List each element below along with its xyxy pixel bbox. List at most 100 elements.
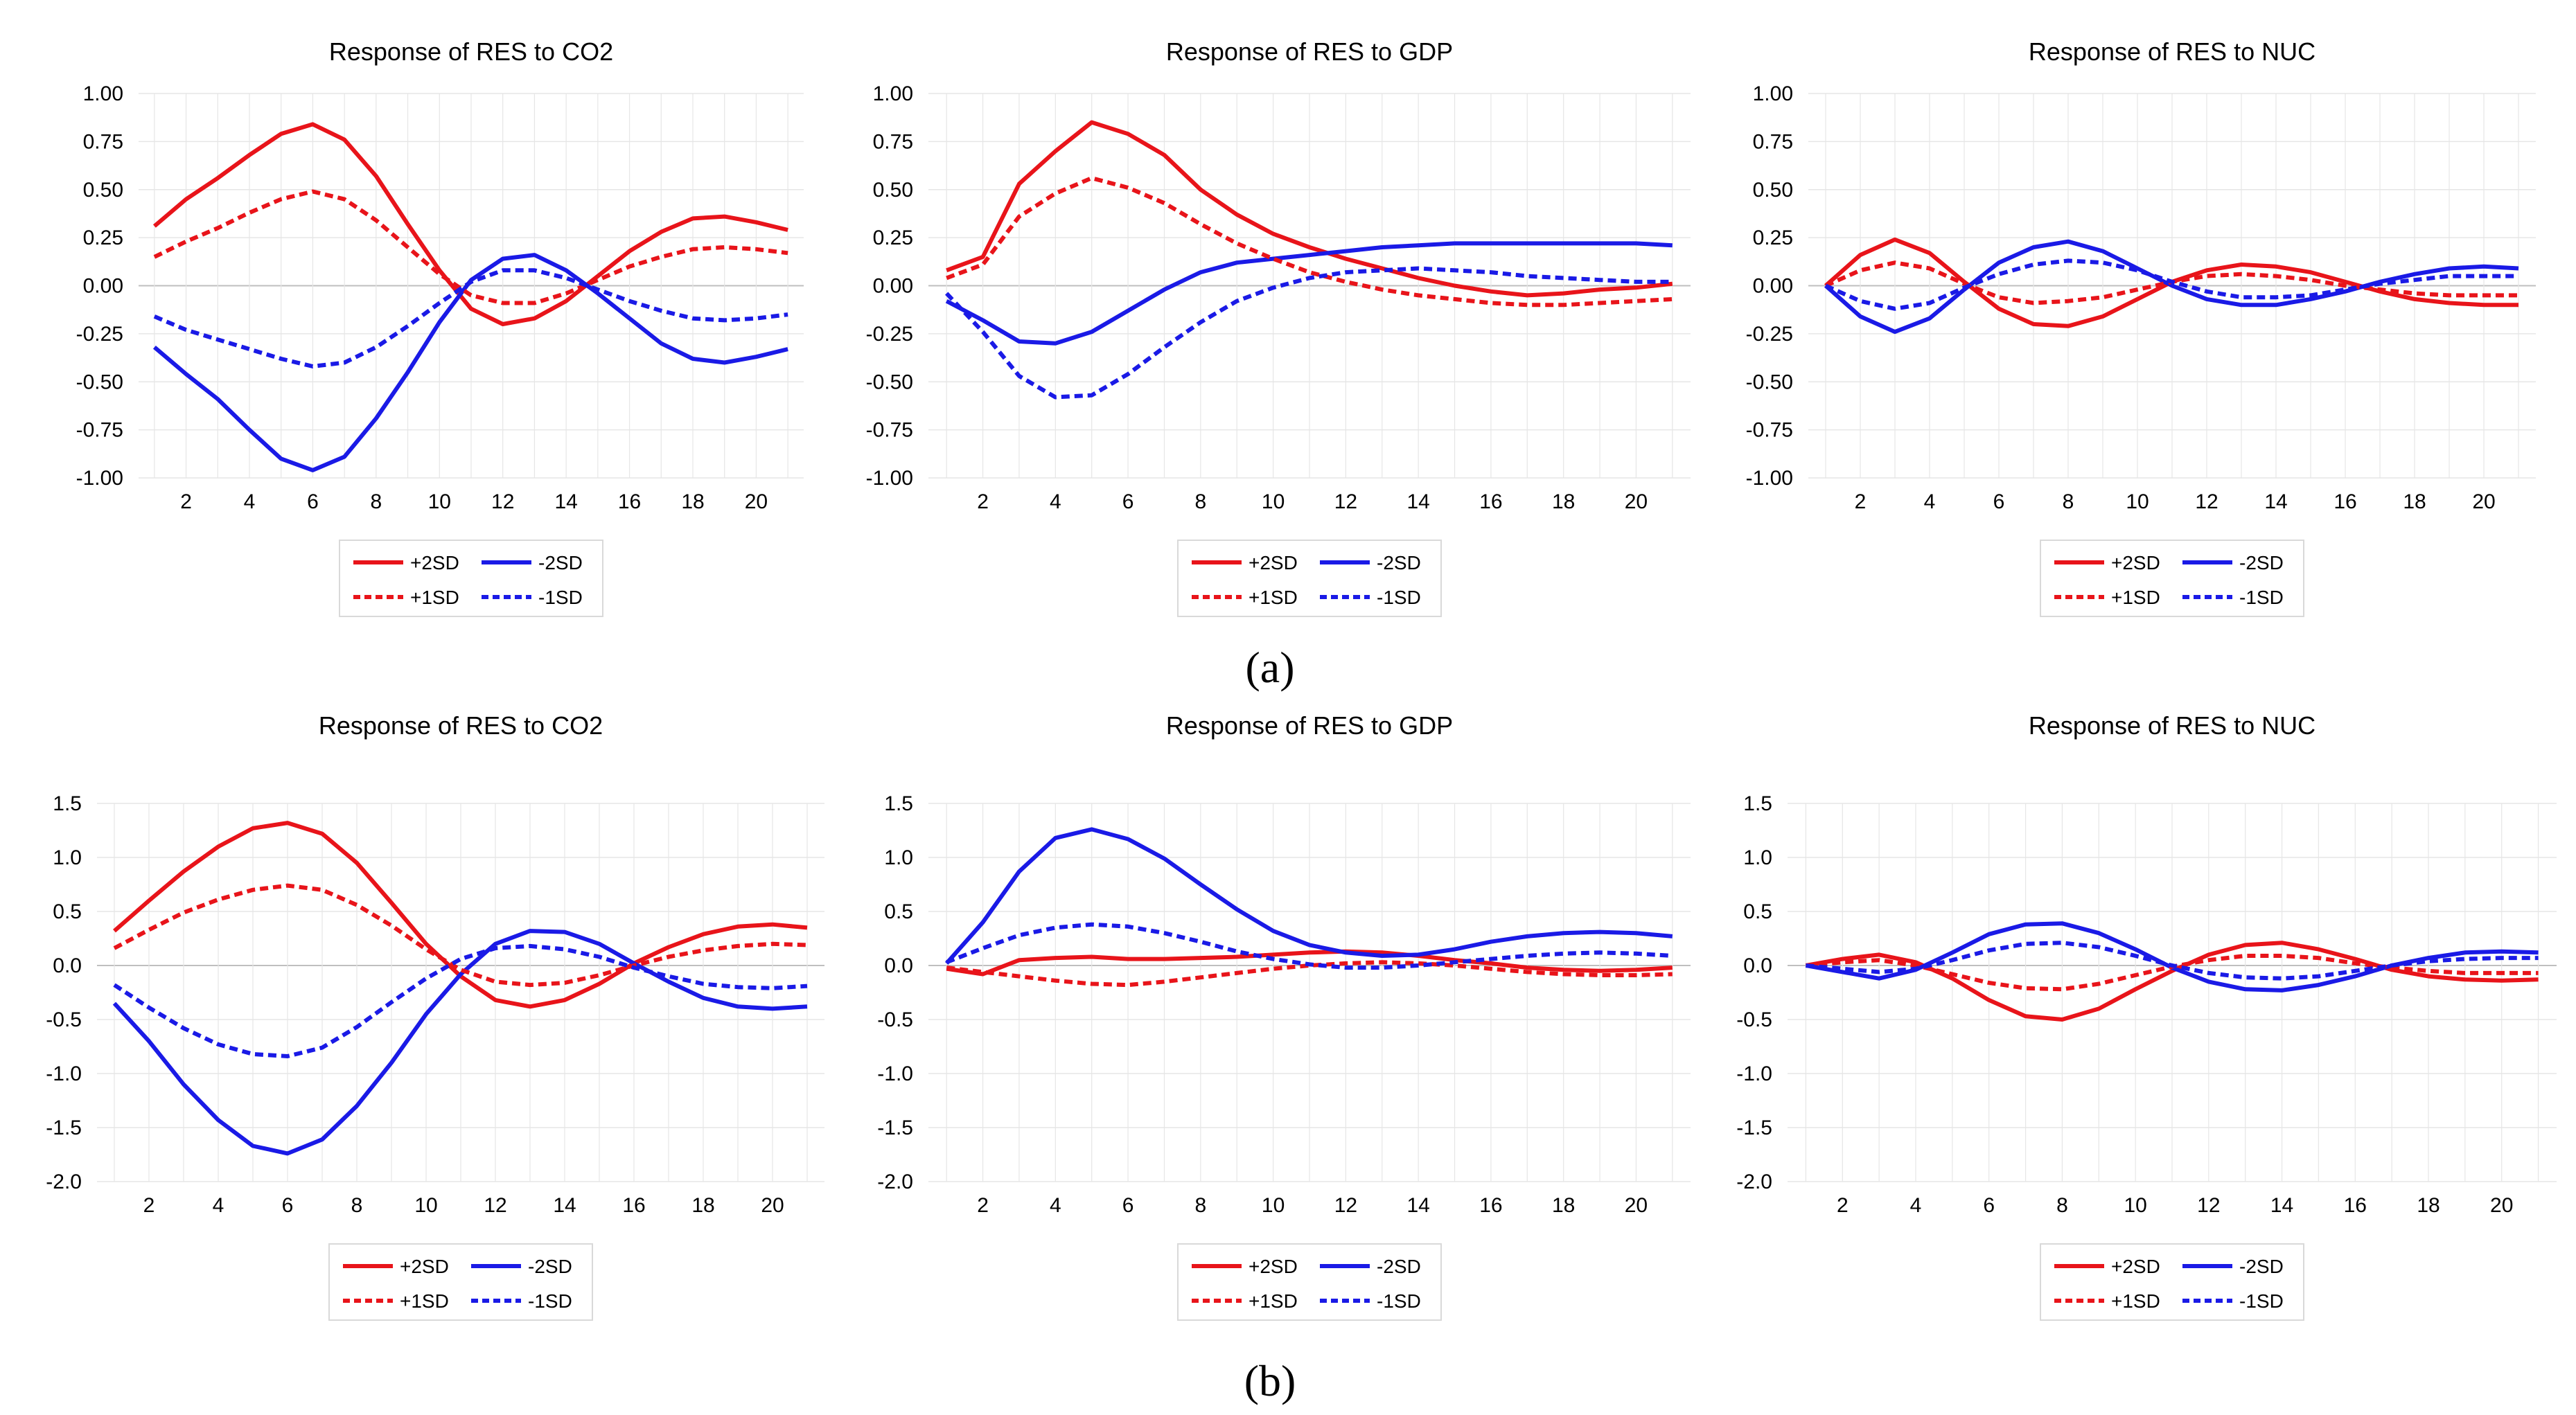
x-tick-label: 6 xyxy=(1983,1194,1995,1217)
x-tick-label: 12 xyxy=(491,490,514,513)
x-tick-label: 18 xyxy=(2417,1194,2440,1217)
x-tick-label: 18 xyxy=(691,1194,714,1217)
panel-label-a: (a) xyxy=(1245,643,1294,692)
chart-a3: Response of RES to NUC 1.00 0.75 0.50 0.25 0.… xyxy=(1746,37,2536,617)
x-tick-label: 6 xyxy=(307,490,319,513)
x-tick-label: 8 xyxy=(351,1194,363,1217)
series-line-plus2sd xyxy=(946,949,1673,977)
legend-label: +1SD xyxy=(410,587,459,608)
x-tick-label: 14 xyxy=(1406,490,1429,513)
legend-label: -1SD xyxy=(2239,587,2284,608)
y-tick-label: 0.50 xyxy=(83,179,123,202)
panel-label-b: (b) xyxy=(1244,1356,1296,1405)
series-line-plus1sd xyxy=(946,176,1673,308)
legend-label: -1SD xyxy=(1377,587,1421,608)
series-line-minus2sd xyxy=(944,827,1673,965)
x-tick-label: 2 xyxy=(977,1194,989,1217)
x-tick-label: 4 xyxy=(244,490,256,513)
legend-label: +2SD xyxy=(410,552,459,573)
y-tick-label: -0.25 xyxy=(76,323,123,346)
x-tick-label: 4 xyxy=(213,1194,224,1217)
y-tick-label: 0.5 xyxy=(884,900,913,923)
legend-label: +1SD xyxy=(2111,1290,2160,1312)
y-tick-label: 1.00 xyxy=(873,82,913,105)
series-line-minus1sd xyxy=(945,266,1673,400)
y-tick-label: 0.50 xyxy=(873,179,913,202)
x-tick-label: 10 xyxy=(1262,1194,1285,1217)
y-tick-label: -1.00 xyxy=(1746,467,1793,490)
chart-a2: Response of RES to GDP 1.00 0.75 0.50 0.25 0.… xyxy=(866,37,1691,617)
x-tick-label: 8 xyxy=(371,490,382,513)
y-tick-label: 1.0 xyxy=(53,846,82,869)
x-tick-label: 14 xyxy=(2264,490,2287,513)
y-tick-label: 0.75 xyxy=(83,130,123,153)
x-tick-label: 16 xyxy=(1479,1194,1502,1217)
x-tick-label: 2 xyxy=(1837,1194,1849,1217)
chart-b3: Response of RES to NUC 1.5 1.0 0.5 0.0 -0.5 -1… xyxy=(1736,711,2557,1321)
x-tick-label: 20 xyxy=(1625,490,1648,513)
x-tick-label: 12 xyxy=(484,1194,506,1217)
y-tick-label: -2.0 xyxy=(877,1171,913,1193)
x-tick-label: 6 xyxy=(1122,1194,1134,1217)
x-tick-label: 2 xyxy=(1855,490,1867,513)
x-tick-label: 12 xyxy=(2195,490,2218,513)
x-tick-label: 10 xyxy=(414,1194,437,1217)
y-tick-label: 0.0 xyxy=(53,954,82,977)
x-tick-label: 20 xyxy=(1625,1194,1648,1217)
x-tick-label: 10 xyxy=(1262,490,1285,513)
chart-title: Response of RES to GDP xyxy=(1166,711,1453,740)
x-tick-label: 16 xyxy=(622,1194,645,1217)
x-tick-label: 2 xyxy=(180,490,192,513)
x-tick-label: 2 xyxy=(143,1194,155,1217)
legend-label: +1SD xyxy=(1249,1290,1298,1312)
chart-title: Response of RES to CO2 xyxy=(319,711,603,740)
legend-box xyxy=(2040,540,2304,617)
y-tick-label: 0.50 xyxy=(1753,179,1793,202)
x-tick-label: 6 xyxy=(282,1194,294,1217)
series-line-minus1sd xyxy=(113,943,808,1058)
x-tick-label: 20 xyxy=(761,1194,784,1217)
legend-label: +1SD xyxy=(400,1290,449,1312)
series-line-minus2sd xyxy=(112,929,808,1156)
x-tick-label: 16 xyxy=(2334,490,2356,513)
legend-box xyxy=(1177,1243,1442,1321)
x-tick-label: 4 xyxy=(1924,490,1936,513)
series-line-plus2sd xyxy=(152,122,788,326)
y-tick-label: -1.0 xyxy=(877,1062,913,1085)
x-tick-label: 16 xyxy=(1479,490,1502,513)
legend-label: -2SD xyxy=(2239,1256,2284,1277)
y-tick-label: -0.50 xyxy=(1746,371,1793,393)
y-tick-label: -0.25 xyxy=(866,323,913,346)
y-tick-label: -2.0 xyxy=(46,1171,82,1193)
legend-label: +2SD xyxy=(1249,1256,1298,1277)
x-tick-label: 12 xyxy=(1334,490,1357,513)
chart-title: Response of RES to GDP xyxy=(1166,37,1453,66)
x-tick-label: 10 xyxy=(428,490,451,513)
legend-label: +2SD xyxy=(400,1256,449,1277)
x-tick-label: 14 xyxy=(2270,1194,2293,1217)
series-line-plus1sd xyxy=(153,189,788,305)
y-tick-label: 0.75 xyxy=(873,130,913,153)
y-tick-label: 0.25 xyxy=(873,226,913,249)
x-tick-label: 20 xyxy=(2490,1194,2513,1217)
series-line-minus1sd xyxy=(1806,941,2539,981)
x-tick-label: 8 xyxy=(1195,1194,1207,1217)
y-tick-label: 0.25 xyxy=(1753,226,1793,249)
x-tick-label: 6 xyxy=(1993,490,2005,513)
legend-box xyxy=(2040,1243,2304,1321)
y-tick-label: 0.00 xyxy=(83,275,123,298)
y-tick-label: 0.25 xyxy=(83,226,123,249)
y-tick-label: -1.5 xyxy=(877,1116,913,1139)
x-tick-label: 18 xyxy=(1552,1194,1575,1217)
legend-label: +1SD xyxy=(1249,587,1298,608)
y-tick-label: -0.5 xyxy=(877,1008,913,1031)
x-tick-label: 18 xyxy=(681,490,704,513)
y-tick-label: -1.00 xyxy=(866,467,913,490)
x-tick-label: 8 xyxy=(2056,1194,2068,1217)
x-tick-label: 8 xyxy=(2063,490,2074,513)
series-line-plus2sd xyxy=(946,120,1673,298)
legend-label: -1SD xyxy=(1377,1290,1421,1312)
series-line-minus1sd xyxy=(153,268,788,368)
chart-title: Response of RES to NUC xyxy=(2029,711,2315,740)
